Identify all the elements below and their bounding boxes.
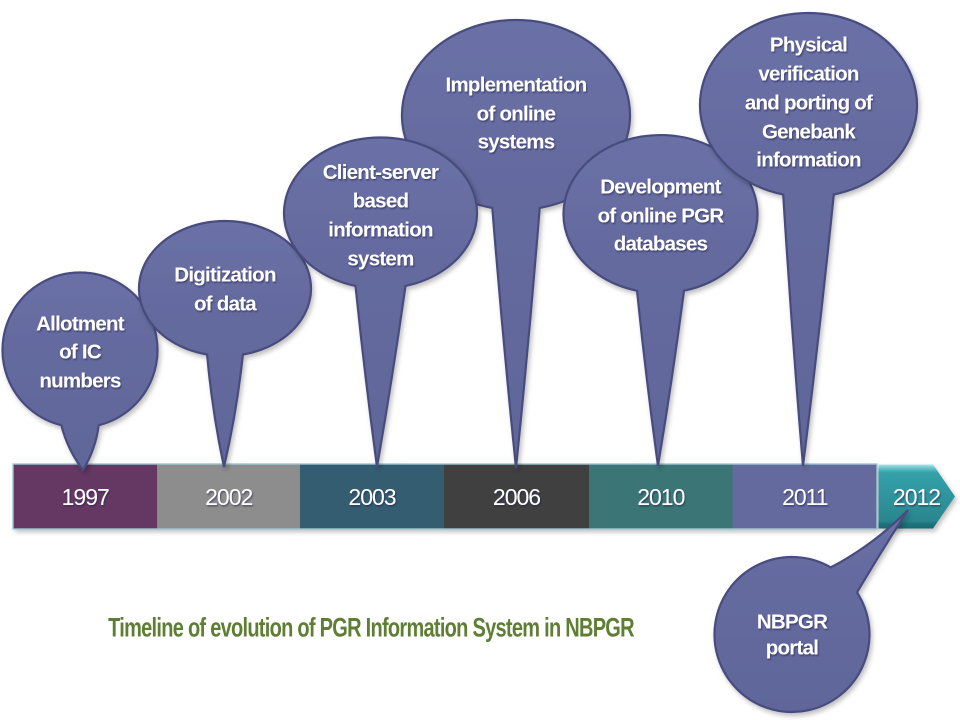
svg-text:information: information [756, 149, 861, 172]
svg-text:Development: Development [600, 176, 721, 199]
svg-text:based: based [353, 190, 409, 213]
svg-text:Timeline of evolution of PGR I: Timeline of evolution of PGR Information… [108, 613, 635, 642]
svg-text:NBPGR: NBPGR [757, 611, 828, 634]
svg-text:databases: databases [614, 233, 708, 256]
svg-text:Physical: Physical [770, 34, 847, 57]
svg-text:2006: 2006 [493, 484, 540, 510]
svg-text:2002: 2002 [205, 484, 252, 510]
svg-text:of data: of data [194, 293, 257, 316]
svg-text:1997: 1997 [62, 484, 109, 510]
svg-text:Digitization: Digitization [174, 264, 276, 287]
svg-text:verification: verification [758, 63, 859, 86]
svg-text:Client-server: Client-server [323, 161, 439, 184]
svg-text:and porting of: and porting of [745, 92, 873, 115]
svg-text:systems: systems [478, 131, 555, 154]
svg-text:Implementation: Implementation [446, 74, 587, 97]
svg-text:of IC: of IC [59, 341, 102, 364]
svg-text:2012: 2012 [893, 484, 940, 510]
svg-text:portal: portal [766, 637, 819, 660]
svg-text:information: information [328, 219, 433, 242]
svg-text:Genebank: Genebank [762, 121, 856, 144]
svg-text:of online: of online [477, 103, 556, 126]
svg-text:2003: 2003 [348, 484, 395, 510]
svg-text:2010: 2010 [637, 484, 684, 510]
svg-text:numbers: numbers [39, 370, 121, 393]
svg-text:Allotment: Allotment [36, 313, 125, 336]
svg-text:of online PGR: of online PGR [598, 205, 725, 228]
svg-text:system: system [347, 248, 413, 271]
svg-text:2011: 2011 [782, 484, 828, 510]
